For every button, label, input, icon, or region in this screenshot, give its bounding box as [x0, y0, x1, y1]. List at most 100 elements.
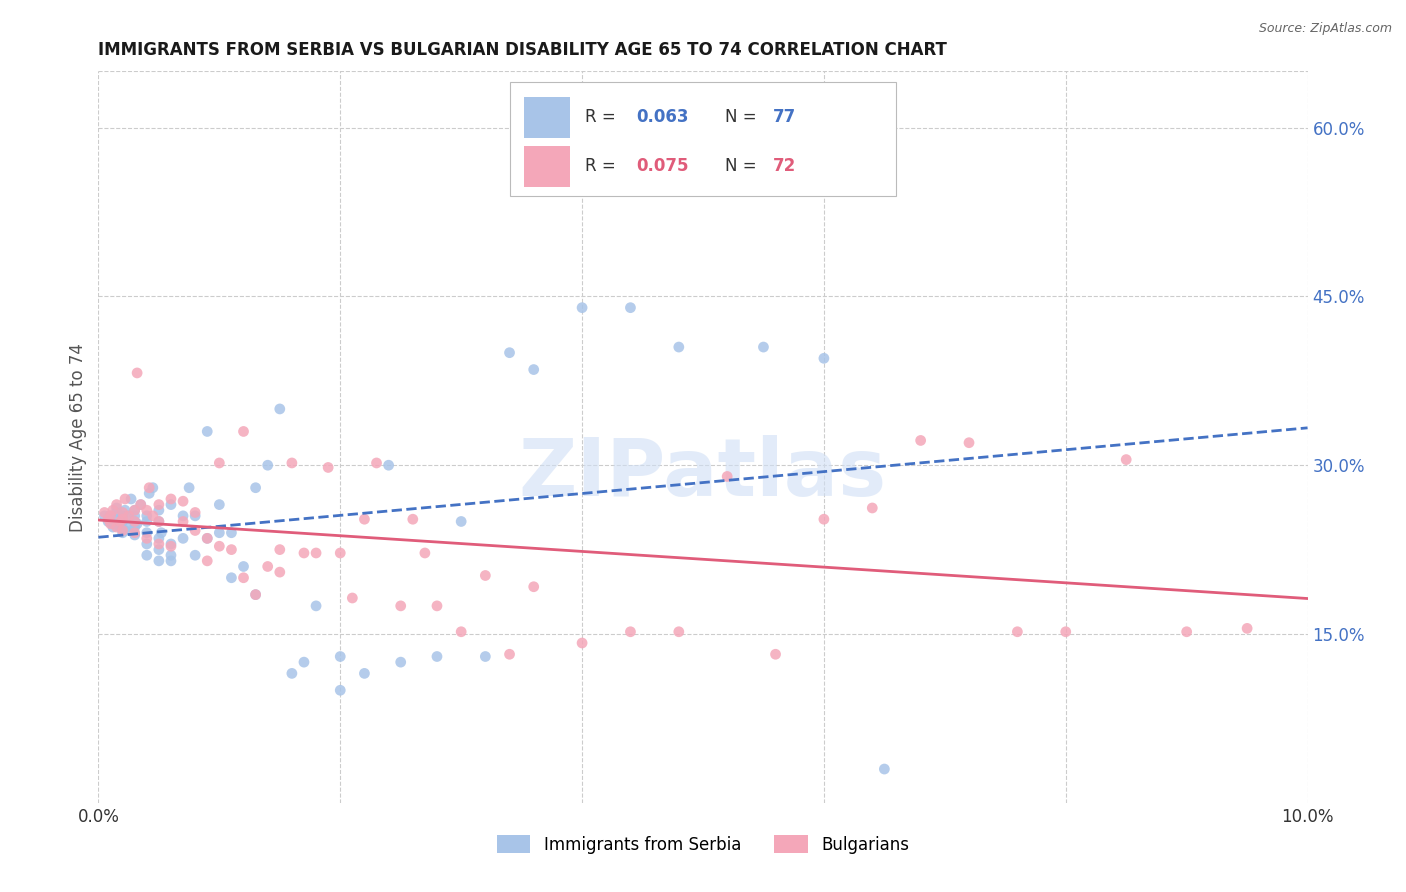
- Point: [148, 532, 170, 546]
- Point: [1007, 624, 1029, 639]
- Point: [148, 554, 170, 568]
- Point: [184, 524, 207, 538]
- Point: [160, 554, 183, 568]
- Point: [195, 554, 218, 568]
- FancyBboxPatch shape: [509, 82, 897, 195]
- Point: [426, 649, 449, 664]
- Point: [100, 508, 122, 523]
- Point: [474, 649, 496, 664]
- Point: [172, 494, 194, 508]
- Point: [111, 508, 134, 523]
- Point: [105, 512, 128, 526]
- Text: R =: R =: [585, 158, 620, 176]
- Point: [124, 520, 146, 534]
- Point: [124, 528, 146, 542]
- Bar: [524, 97, 569, 137]
- Point: [221, 571, 243, 585]
- Point: [135, 515, 157, 529]
- Point: [413, 546, 436, 560]
- Point: [160, 539, 183, 553]
- Text: 0.075: 0.075: [637, 158, 689, 176]
- Point: [366, 456, 388, 470]
- Point: [129, 498, 152, 512]
- Point: [426, 599, 449, 613]
- Point: [245, 588, 267, 602]
- Point: [135, 508, 157, 523]
- Point: [108, 515, 131, 529]
- Point: [108, 520, 131, 534]
- Point: [1236, 621, 1258, 635]
- Point: [118, 520, 141, 534]
- Point: [329, 546, 352, 560]
- Point: [124, 525, 146, 540]
- Point: [172, 515, 194, 529]
- Point: [111, 512, 134, 526]
- Point: [523, 580, 546, 594]
- Point: [716, 469, 738, 483]
- Point: [342, 591, 364, 605]
- Text: 72: 72: [773, 158, 796, 176]
- Text: R =: R =: [585, 109, 620, 127]
- Point: [619, 301, 641, 315]
- Point: [105, 498, 128, 512]
- Point: [571, 636, 593, 650]
- Point: [124, 508, 146, 523]
- Point: [402, 512, 425, 526]
- Point: [148, 498, 170, 512]
- Point: [100, 516, 122, 531]
- Point: [118, 508, 141, 523]
- Point: [256, 559, 278, 574]
- Point: [124, 515, 146, 529]
- Text: ZIPatlas: ZIPatlas: [519, 434, 887, 513]
- Point: [208, 539, 231, 553]
- Point: [124, 503, 146, 517]
- Point: [668, 624, 690, 639]
- Point: [329, 649, 352, 664]
- Point: [752, 340, 775, 354]
- Point: [160, 548, 183, 562]
- Point: [873, 762, 896, 776]
- Point: [184, 508, 207, 523]
- Text: N =: N =: [724, 109, 762, 127]
- Point: [138, 486, 160, 500]
- Text: IMMIGRANTS FROM SERBIA VS BULGARIAN DISABILITY AGE 65 TO 74 CORRELATION CHART: IMMIGRANTS FROM SERBIA VS BULGARIAN DISA…: [98, 41, 948, 59]
- Point: [353, 512, 375, 526]
- Point: [101, 503, 124, 517]
- Point: [316, 460, 339, 475]
- Point: [377, 458, 399, 473]
- Point: [135, 525, 157, 540]
- Point: [195, 532, 218, 546]
- Point: [142, 508, 165, 523]
- Point: [148, 503, 170, 517]
- Point: [269, 401, 291, 416]
- Point: [111, 524, 134, 538]
- Point: [135, 532, 157, 546]
- Point: [135, 537, 157, 551]
- Point: [269, 542, 291, 557]
- Point: [498, 345, 520, 359]
- Point: [148, 515, 170, 529]
- Point: [184, 506, 207, 520]
- Point: [281, 456, 304, 470]
- Point: [1054, 624, 1077, 639]
- Point: [111, 525, 134, 540]
- Point: [93, 506, 115, 520]
- Point: [114, 524, 136, 538]
- Point: [1175, 624, 1198, 639]
- Point: [111, 506, 134, 520]
- Point: [105, 506, 128, 520]
- Point: [172, 508, 194, 523]
- Point: [148, 515, 170, 529]
- Point: [523, 362, 546, 376]
- Point: [1115, 452, 1137, 467]
- Point: [135, 503, 157, 517]
- Point: [668, 340, 690, 354]
- Point: [142, 481, 165, 495]
- Point: [195, 425, 218, 439]
- Point: [221, 542, 243, 557]
- Point: [245, 588, 267, 602]
- Point: [329, 683, 352, 698]
- Bar: [524, 146, 569, 186]
- Point: [127, 366, 149, 380]
- Point: [208, 498, 231, 512]
